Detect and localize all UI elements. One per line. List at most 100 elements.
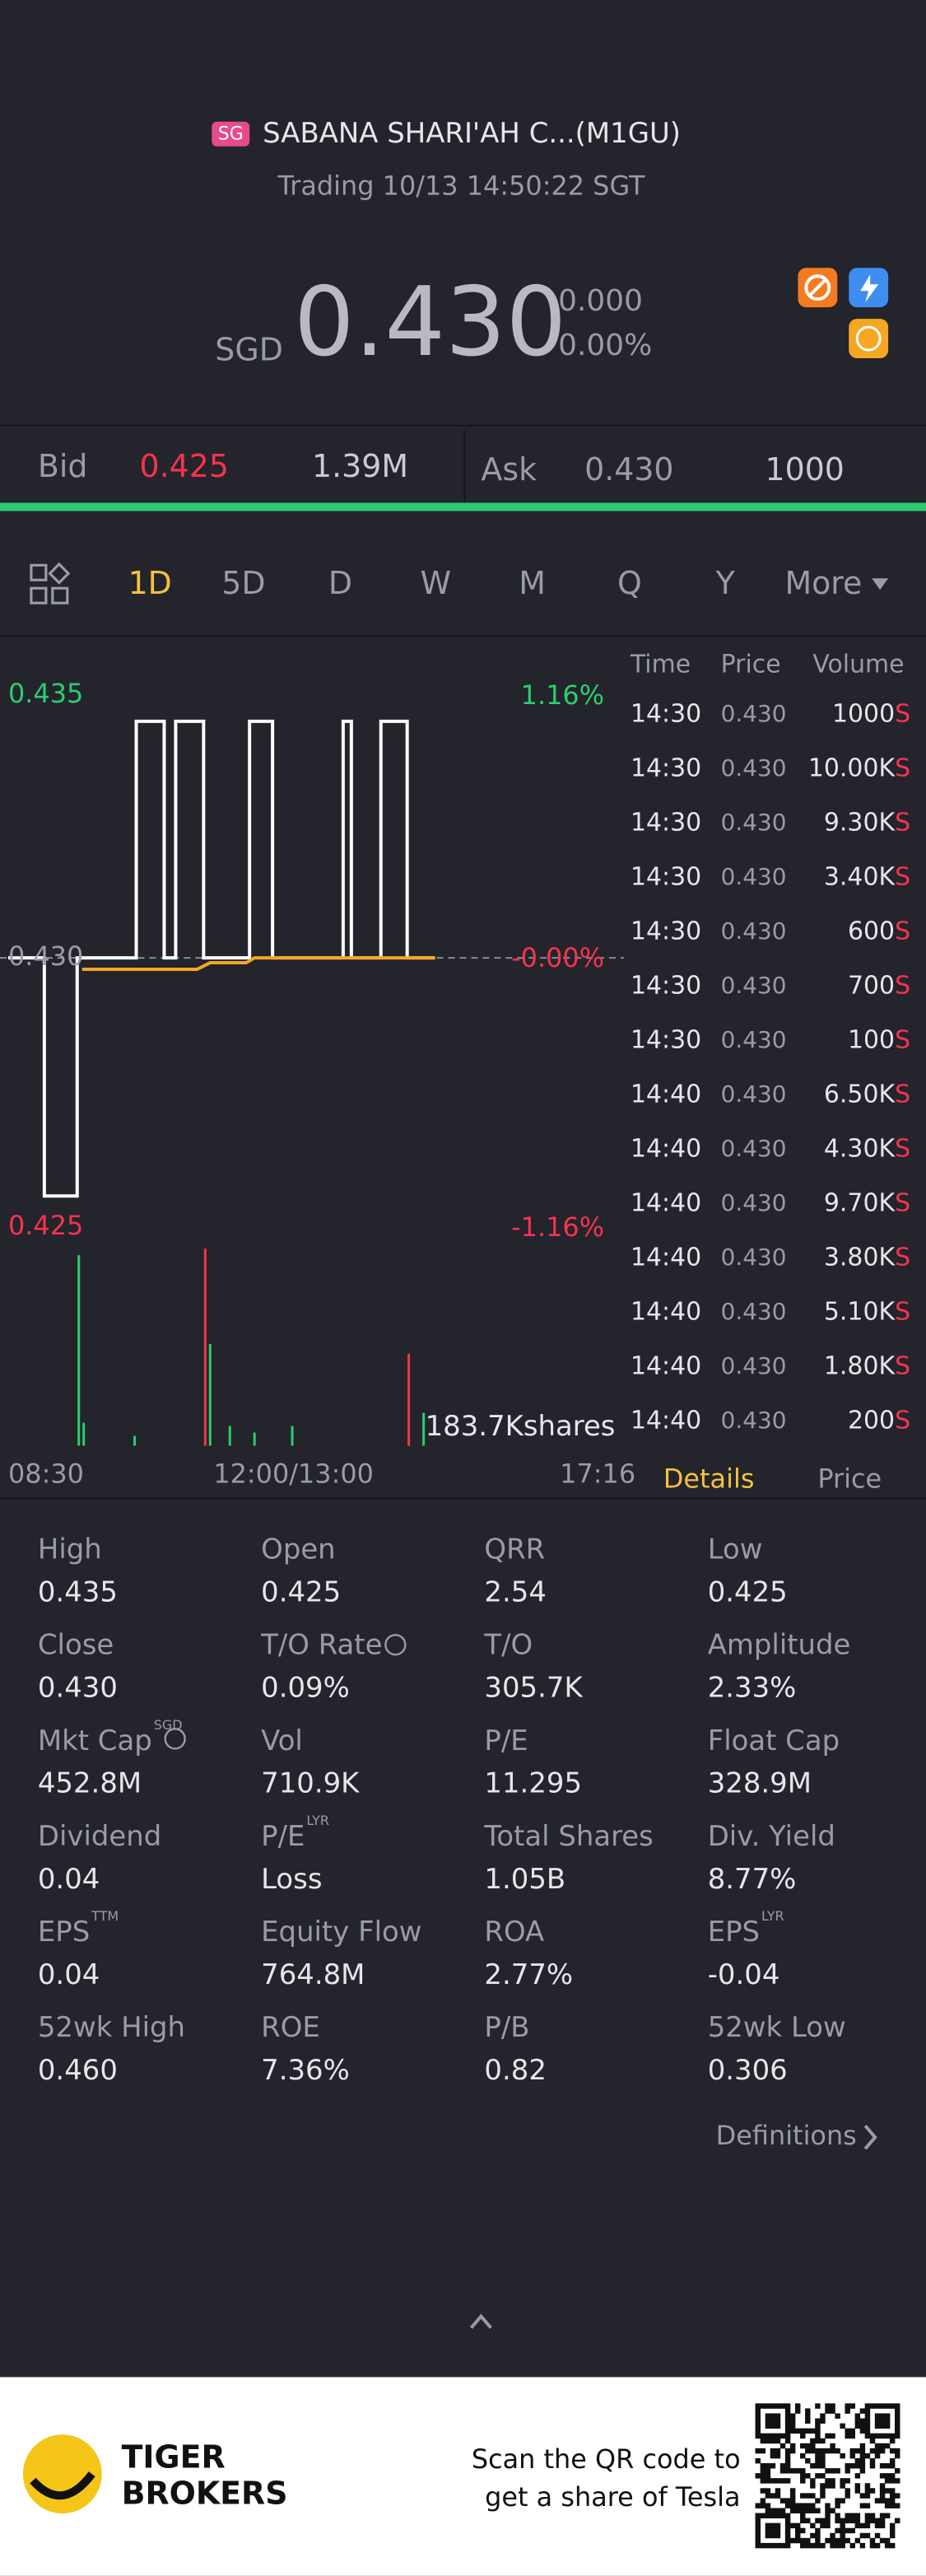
qr-cell <box>825 2448 831 2454</box>
trade-column: Volume <box>812 651 904 679</box>
qr-cell <box>815 2452 821 2459</box>
qr-cell <box>830 2537 835 2544</box>
stat-value: 0.04 <box>38 1863 100 1895</box>
icon-short-glyph <box>807 278 827 297</box>
qr-cell <box>775 2522 781 2529</box>
qr-cell <box>784 2433 791 2439</box>
qr-cell <box>765 2403 771 2409</box>
qr-cell <box>830 2468 835 2474</box>
qr-cell <box>889 2473 896 2479</box>
qr-cell <box>784 2513 791 2519</box>
bid-price: 0.425 <box>140 448 229 484</box>
qr-cell <box>845 2478 850 2484</box>
stat-value: 305.7K <box>484 1672 583 1704</box>
stat-label: Div. Yield <box>708 1820 835 1852</box>
qr-cell <box>825 2537 831 2544</box>
trade-time: 14:30 <box>631 862 701 891</box>
qr-cell <box>775 2418 781 2424</box>
qr-cell <box>854 2457 861 2464</box>
icon-dollar[interactable] <box>849 319 889 359</box>
period-tab[interactable]: W <box>421 565 451 601</box>
stat-label: Dividend <box>38 1820 161 1852</box>
stat-value: -0.04 <box>708 1958 780 1990</box>
trade-side: S <box>895 1407 910 1435</box>
qr-cell <box>805 2443 811 2449</box>
qr-cell <box>830 2403 835 2409</box>
trade-volume: 700 <box>848 971 895 1000</box>
stat-value: 0.460 <box>38 2054 118 2086</box>
qr-cell <box>895 2418 900 2424</box>
qr-cell <box>889 2488 896 2494</box>
period-tab[interactable]: D <box>328 565 352 601</box>
qr-cell <box>810 2448 816 2454</box>
period-tab[interactable]: M <box>519 565 546 601</box>
qr-cell <box>864 2403 871 2409</box>
qr-cell <box>784 2518 791 2524</box>
qr-cell <box>784 2452 791 2459</box>
layout-icon[interactable] <box>30 562 71 604</box>
qr-cell <box>755 2448 761 2454</box>
trade-volume: 1.80K <box>824 1352 896 1381</box>
period-tab[interactable]: Q <box>617 565 642 601</box>
qr-cell <box>775 2438 781 2444</box>
qr-cell <box>854 2463 861 2469</box>
qr-cell <box>820 2493 826 2499</box>
stat-value: 0.435 <box>38 1576 118 1608</box>
trade-volume: 3.80K <box>824 1244 896 1272</box>
qr-cell <box>889 2463 896 2469</box>
qr-cell <box>859 2493 866 2499</box>
avg-line <box>81 956 435 972</box>
qr-cell <box>810 2483 816 2489</box>
qr-cell <box>820 2483 826 2489</box>
stat-value: 0.82 <box>484 2054 546 2086</box>
qr-cell <box>889 2542 896 2549</box>
qr-cell <box>755 2433 761 2439</box>
trade-time: 14:40 <box>631 1189 701 1218</box>
info-icon[interactable] <box>384 1634 407 1656</box>
qr-cell <box>789 2418 796 2424</box>
stat-value: 7.36% <box>261 2054 350 2086</box>
definitions[interactable]: Definitions <box>716 2120 857 2151</box>
period-tab[interactable]: More <box>784 565 862 601</box>
period-tab[interactable]: 5D <box>221 565 265 601</box>
qr-cell <box>864 2532 871 2539</box>
expand-caret[interactable] <box>469 2313 492 2329</box>
dropdown-arrow <box>872 578 889 590</box>
qr-cell <box>879 2433 886 2439</box>
qr-cell <box>794 2503 801 2508</box>
qr-cell <box>794 2508 801 2513</box>
period-tab[interactable]: Y <box>715 565 736 601</box>
detail-tab[interactable]: Price <box>817 1463 882 1494</box>
info-icon[interactable] <box>164 1728 186 1750</box>
trade-volume: 9.30K <box>824 808 896 837</box>
stat-value: 11.295 <box>484 1767 582 1799</box>
qr-cell <box>849 2403 856 2409</box>
qr-cell <box>864 2428 871 2434</box>
qr-cell <box>755 2537 761 2544</box>
qr-cell <box>805 2418 811 2424</box>
qr-cell <box>830 2478 835 2484</box>
qr-cell <box>825 2513 831 2519</box>
qr-cell <box>859 2418 866 2424</box>
trade-volume: 600 <box>848 917 895 945</box>
period-tab[interactable]: 1D <box>128 565 172 601</box>
qr-cell <box>825 2503 831 2508</box>
trade-side: S <box>895 1189 910 1218</box>
trade-price: 0.430 <box>721 809 787 836</box>
time-label: 17:16 <box>560 1458 635 1489</box>
qr-cell <box>854 2513 861 2519</box>
qr-cell <box>760 2448 766 2454</box>
qr-cell <box>794 2408 801 2414</box>
qr-cell <box>895 2448 900 2454</box>
qr-cell <box>825 2478 831 2484</box>
price-label: 0.435 <box>8 678 83 709</box>
qr-cell <box>770 2478 776 2484</box>
qr-cell <box>770 2452 776 2459</box>
qr-cell <box>859 2542 866 2549</box>
qr-cell <box>755 2532 761 2539</box>
qr-cell <box>755 2522 761 2529</box>
qr-cell <box>869 2542 876 2549</box>
detail-tab[interactable]: Details <box>663 1463 755 1494</box>
stat-value: 2.33% <box>708 1672 797 1704</box>
trade-time: 14:30 <box>631 754 701 782</box>
